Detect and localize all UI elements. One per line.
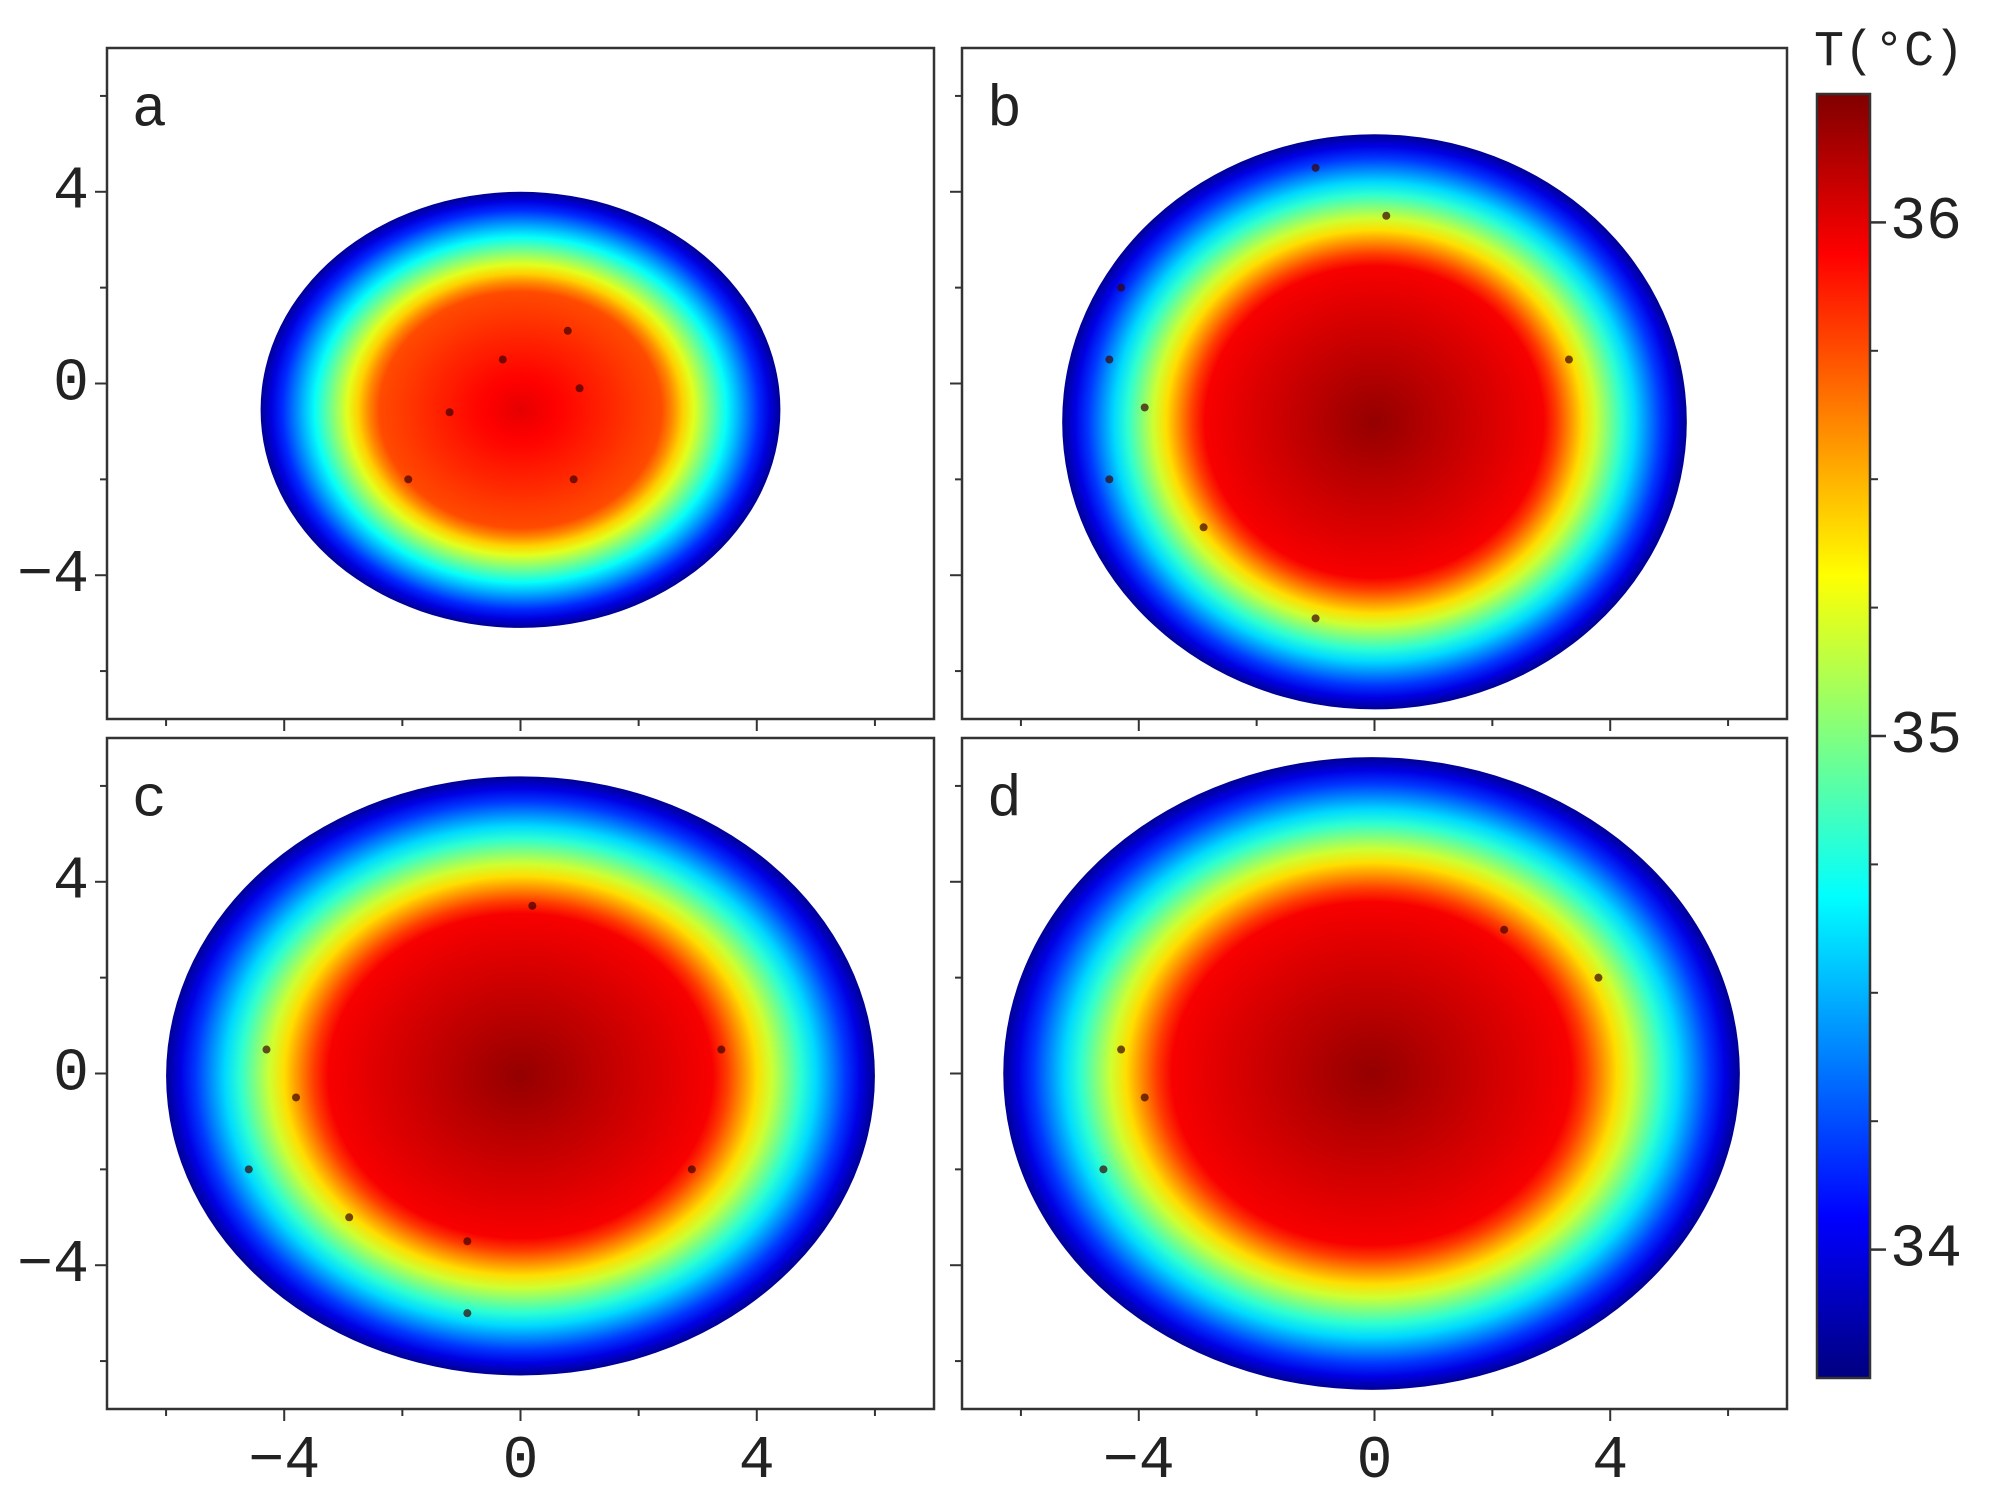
y-tick-label: 0	[53, 1040, 89, 1108]
hot-spot	[569, 475, 578, 484]
y-tick-label: 4	[53, 849, 89, 917]
hot-spot	[404, 475, 413, 484]
hot-spot	[292, 1093, 301, 1102]
temperature-field	[1003, 757, 1740, 1390]
hot-spot	[1382, 211, 1391, 220]
hot-spot	[575, 384, 584, 393]
hot-spot	[262, 1045, 271, 1054]
x-tick-label: −4	[248, 1428, 320, 1496]
hot-spot	[528, 901, 537, 910]
y-tick-label: −4	[17, 1232, 89, 1300]
hot-spot	[1199, 523, 1208, 532]
colorbar-tick-label: 35	[1890, 703, 1962, 771]
colorbar-tick-label: 34	[1890, 1216, 1962, 1284]
hot-spot	[1105, 355, 1114, 364]
y-tick-label: 4	[53, 159, 89, 227]
colorbar-label: T(°C)	[1814, 24, 1964, 81]
x-tick-label: −4	[1103, 1428, 1175, 1496]
y-tick-label: −4	[17, 542, 89, 610]
colorbar	[1815, 92, 1872, 1380]
panel-label: a	[132, 78, 167, 143]
hot-spot	[445, 408, 454, 417]
panel-label: c	[132, 768, 167, 833]
hot-spot	[1140, 403, 1149, 412]
y-tick-label: 0	[53, 350, 89, 418]
x-tick-label: 4	[1592, 1428, 1628, 1496]
hot-spot	[498, 355, 507, 364]
hot-spot	[1594, 973, 1603, 982]
x-tick-label: 0	[1356, 1428, 1392, 1496]
hot-spot	[1311, 614, 1320, 623]
hot-spot	[345, 1213, 354, 1222]
x-tick-label: 4	[739, 1428, 775, 1496]
temperature-field	[260, 191, 781, 628]
hot-spot	[1117, 283, 1126, 292]
hot-spot	[687, 1165, 696, 1174]
hot-spot	[717, 1045, 726, 1054]
hot-spot	[1311, 163, 1320, 172]
colorbar-tick-label: 36	[1890, 189, 1962, 257]
hot-spot	[1117, 1045, 1126, 1054]
hot-spot	[1500, 925, 1509, 934]
hot-spot	[244, 1165, 253, 1174]
panel-label: b	[987, 78, 1022, 143]
temperature-field	[166, 776, 875, 1376]
hot-spot	[1140, 1093, 1149, 1102]
hot-spot	[1105, 475, 1114, 484]
hot-spot	[463, 1237, 472, 1246]
hot-spot	[563, 326, 572, 335]
hot-spot	[463, 1309, 472, 1318]
x-tick-label: 0	[502, 1428, 538, 1496]
hot-spot	[1099, 1165, 1108, 1174]
hot-spot	[1564, 355, 1573, 364]
panel-label: d	[987, 768, 1022, 833]
temperature-field	[1062, 134, 1687, 710]
